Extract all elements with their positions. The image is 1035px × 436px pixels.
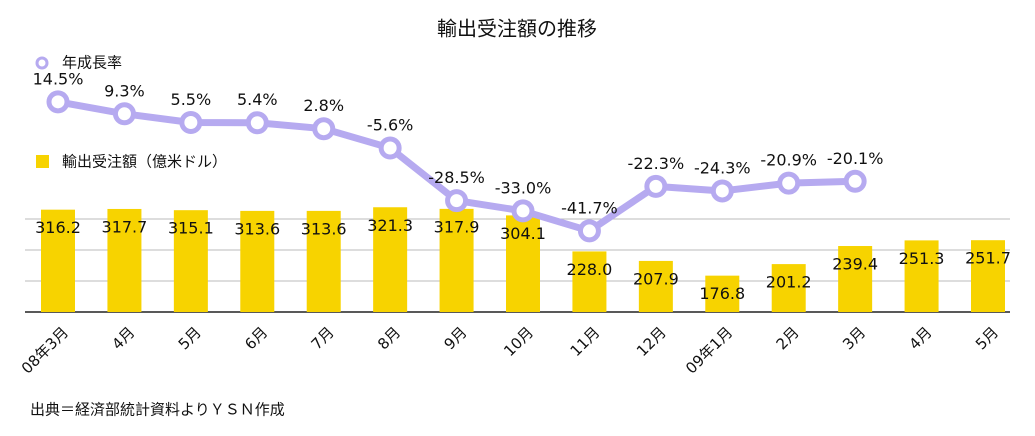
- data-label: 9.3%: [104, 81, 145, 100]
- chart-title: 輸出受注額の推移: [437, 17, 597, 41]
- data-label: 251.7: [965, 249, 1011, 268]
- data-label: 317.9: [434, 217, 480, 236]
- bar: [572, 251, 607, 312]
- x-tick-label: 4月: [905, 323, 935, 353]
- legend-bar-marker: [36, 155, 49, 168]
- x-tick-label: 09年1月: [682, 323, 736, 377]
- data-label: -41.7%: [561, 198, 618, 217]
- bar: [173, 210, 208, 312]
- bar: [771, 264, 806, 312]
- bar: [705, 275, 740, 312]
- x-tick-label: 7月: [308, 323, 338, 353]
- data-label: 317.7: [102, 217, 148, 236]
- bar: [506, 215, 540, 312]
- line-point: [511, 199, 535, 223]
- bar: [107, 208, 142, 312]
- data-label: -20.1%: [827, 149, 884, 168]
- line-point: [445, 189, 469, 213]
- data-label: 201.2: [766, 273, 812, 292]
- x-tick-label: 3月: [839, 323, 869, 353]
- legend-line-marker: [35, 56, 49, 70]
- x-tick-label: 6月: [241, 323, 271, 353]
- x-tick-label: 10月: [500, 323, 537, 360]
- data-label: 5.4%: [237, 90, 278, 109]
- data-label: 14.5%: [33, 69, 84, 88]
- line-point: [179, 110, 203, 134]
- line-point: [777, 171, 801, 195]
- data-label: -20.9%: [760, 151, 817, 170]
- data-label: 5.5%: [171, 90, 212, 109]
- x-tick-label: 08年3月: [18, 323, 72, 377]
- bar: [638, 260, 673, 312]
- bar: [971, 240, 1005, 312]
- line-point: [245, 111, 269, 135]
- data-label: 313.6: [234, 219, 280, 238]
- data-label: -5.6%: [367, 115, 413, 134]
- line-point: [710, 179, 734, 203]
- data-label: 313.6: [301, 219, 347, 238]
- data-label: 315.1: [168, 219, 214, 238]
- data-label: 321.3: [367, 216, 413, 235]
- data-label: 239.4: [832, 255, 878, 274]
- x-tick-label: 2月: [773, 323, 803, 353]
- bar: [240, 210, 275, 312]
- line-point: [112, 102, 136, 126]
- bar: [439, 208, 474, 312]
- x-tick-label: 4月: [108, 323, 138, 353]
- line-point: [46, 90, 70, 114]
- legend-label: 輸出受注額（億米ドル）: [62, 153, 227, 171]
- data-label: -33.0%: [495, 178, 552, 197]
- data-label: -28.5%: [428, 168, 485, 187]
- bar: [373, 207, 408, 312]
- bar: [41, 209, 75, 312]
- data-label: 304.1: [500, 224, 546, 243]
- data-label: -24.3%: [694, 158, 751, 177]
- x-tick-label: 5月: [175, 323, 205, 353]
- line-point: [378, 136, 402, 160]
- legend-label: 年成長率: [62, 54, 122, 72]
- data-label: 207.9: [633, 269, 679, 288]
- bar: [838, 246, 873, 312]
- data-label: 251.3: [899, 249, 945, 268]
- x-tick-label: 9月: [440, 323, 470, 353]
- data-label: 2.8%: [303, 96, 344, 115]
- data-label: 176.8: [699, 284, 745, 303]
- line-point: [577, 219, 601, 243]
- data-label: -22.3%: [628, 154, 685, 173]
- data-label: 228.0: [567, 260, 613, 279]
- bar: [306, 210, 341, 312]
- line-point: [843, 169, 867, 193]
- x-tick-label: 12月: [633, 323, 670, 360]
- data-label: 316.2: [35, 218, 81, 237]
- line-point: [312, 117, 336, 141]
- bar: [904, 240, 939, 312]
- line-point: [644, 174, 668, 198]
- source-note: 出典＝経済部統計資料よりＹＳＮ作成: [30, 401, 285, 419]
- x-tick-label: 5月: [972, 323, 1002, 353]
- x-tick-label: 11月: [567, 323, 604, 360]
- x-tick-label: 8月: [374, 323, 404, 353]
